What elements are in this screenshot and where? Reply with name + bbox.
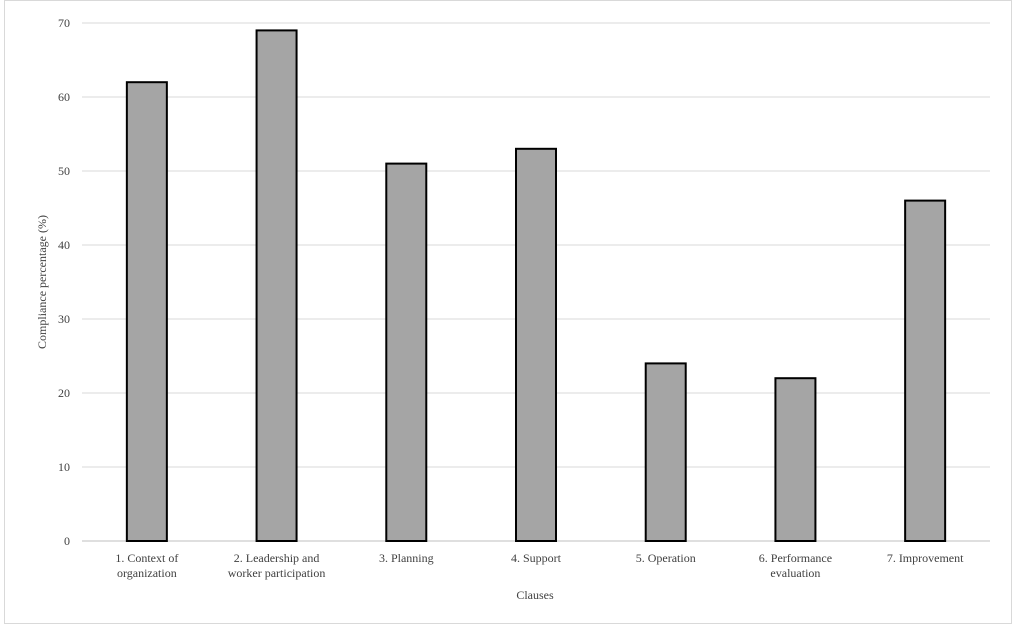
y-tick-label: 60	[58, 90, 70, 104]
y-tick-label: 0	[64, 534, 70, 548]
y-axis-title: Compliance percentage (%)	[35, 215, 49, 349]
x-category-label: 2. Leadership and worker participation	[228, 551, 326, 580]
x-category-label: 7. Improvement	[887, 551, 964, 565]
y-tick-label: 70	[58, 16, 70, 30]
y-tick-label: 30	[58, 312, 70, 326]
bar	[904, 199, 947, 542]
y-tick-label: 20	[58, 386, 70, 400]
bar	[644, 362, 687, 542]
bar	[774, 377, 817, 543]
bar	[385, 162, 428, 542]
y-axis-ticks: 0 10 20 30 40 50 60 70	[58, 16, 70, 548]
y-tick-label: 10	[58, 460, 70, 474]
bar	[515, 147, 557, 543]
x-axis-title: Clauses	[516, 588, 554, 602]
x-category-label: 6. Performance evaluation	[759, 551, 832, 580]
x-axis-labels: 1. Context of organization 2. Leadership a…	[115, 551, 964, 580]
y-tick-label: 50	[58, 164, 70, 178]
bar	[125, 81, 168, 542]
x-category-label: 4. Support	[511, 551, 562, 565]
y-tick-label: 40	[58, 238, 70, 252]
x-category-label: 3. Planning	[379, 551, 434, 565]
chart-frame	[4, 0, 1012, 624]
bars	[125, 29, 947, 543]
x-category-label: 1. Context of organization	[115, 551, 178, 580]
bar	[255, 29, 298, 543]
x-category-label: 5. Operation	[636, 551, 696, 565]
